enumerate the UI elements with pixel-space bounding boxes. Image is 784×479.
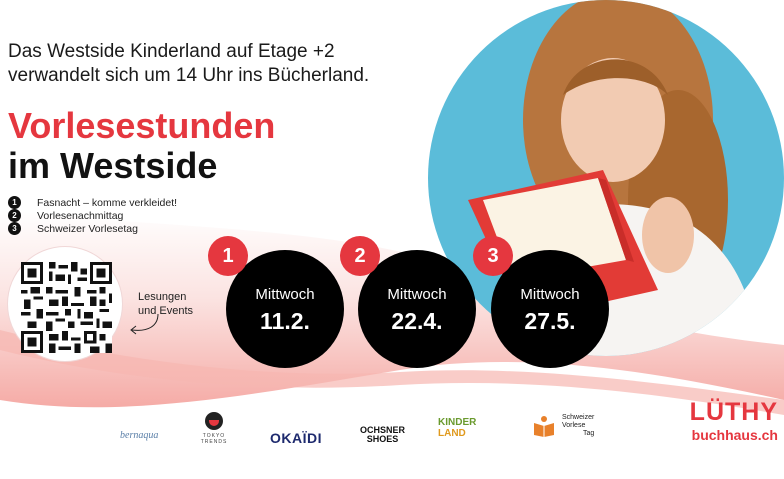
number-badge: 3: [8, 222, 21, 235]
qr-label-line-1: Lesungen: [138, 291, 187, 303]
curved-arrow-icon: [130, 313, 159, 335]
bernaqua-logo: bernaqua: [120, 430, 159, 441]
vorlesetag-line-1: Schweizer: [562, 414, 595, 421]
shoes-text: SHOES: [366, 434, 399, 444]
schweizer-vorlesetag-logo: Schweizer Vorlese Tag: [532, 414, 594, 438]
tokyo-trends-logo: TOKYO TRENDS: [192, 412, 236, 445]
qr-label-line-2: und Events: [138, 305, 194, 317]
intro-line-1: Das Westside Kinderland auf Etage +2: [8, 41, 335, 62]
date-number-badge-2: 2: [340, 236, 380, 276]
event-list: 1 Fasnacht – komme verkleidet! 2 Vorlese…: [8, 196, 177, 235]
headline-black: im Westside: [8, 145, 218, 186]
list-item: 2 Vorlesenachmittag: [8, 209, 177, 222]
list-item-text: Vorlesenachmittag: [37, 209, 124, 222]
date-number-badge-3: 3: [473, 236, 513, 276]
vorlesetag-line-3: Tag: [583, 430, 595, 437]
tokyo-trends-text: TOKYO TRENDS: [200, 433, 228, 445]
date-circle-3: Mittwoch 27.5.: [491, 250, 609, 368]
ochsner-text: OCHSNER: [360, 425, 406, 435]
luthy-website[interactable]: buchhaus.ch: [691, 427, 778, 443]
date-day: Mittwoch: [520, 286, 580, 303]
list-item: 3 Schweizer Vorlesetag: [8, 222, 177, 235]
date-circle-2: Mittwoch 22.4.: [358, 250, 476, 368]
number-badge: 1: [8, 196, 21, 209]
date-value: 11.2.: [260, 308, 310, 334]
date-number-badge-1: 1: [208, 236, 248, 276]
date-circle-1: Mittwoch 11.2.: [226, 250, 344, 368]
headline-red: Vorlesestunden: [8, 105, 276, 146]
list-item-text: Fasnacht – komme verkleidet!: [37, 196, 178, 209]
land-text: LAND: [438, 428, 466, 439]
luthy-brand: LÜTHY: [689, 398, 778, 426]
book-icon: [534, 416, 554, 437]
qr-code[interactable]: [21, 262, 112, 353]
luthy-logo: LÜTHY buchhaus.ch: [690, 398, 778, 444]
kinderland-logo: KINDER LAND: [438, 417, 476, 439]
kinder-text: KINDER: [438, 417, 477, 428]
girl-reading-photo: [428, 0, 784, 356]
qr-label: Lesungen und Events: [138, 290, 193, 318]
tokyo-badge-icon: [205, 412, 223, 430]
intro-line-2: verwandelt sich um 14 Uhr ins Bücherland…: [8, 65, 370, 86]
date-value: 22.4.: [391, 308, 443, 334]
intro-text: Das Westside Kinderland auf Etage +2 ver…: [8, 40, 369, 88]
vorlesetag-text: Schweizer Vorlese Tag: [562, 414, 594, 438]
list-item-text: Schweizer Vorlesetag: [37, 222, 138, 235]
list-item: 1 Fasnacht – komme verkleidet!: [8, 196, 177, 209]
date-value: 27.5.: [524, 308, 576, 334]
number-badge: 2: [8, 209, 21, 222]
vorlesetag-line-2: Vorlese: [562, 422, 586, 429]
ochsner-shoes-logo: OCHSNER SHOES: [360, 426, 405, 444]
okaidi-logo: OKAÏDI: [270, 430, 322, 446]
date-day: Mittwoch: [255, 286, 315, 303]
date-day: Mittwoch: [387, 286, 447, 303]
